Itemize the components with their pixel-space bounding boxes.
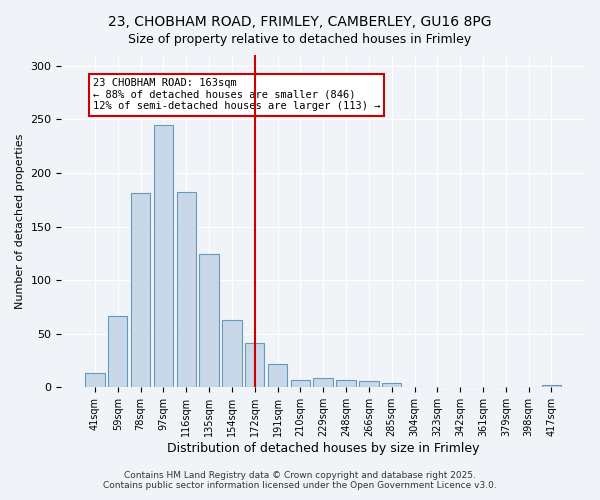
Bar [108, 316, 127, 388]
Bar [154, 124, 173, 388]
Bar [382, 383, 401, 388]
Text: 23, CHOBHAM ROAD, FRIMLEY, CAMBERLEY, GU16 8PG: 23, CHOBHAM ROAD, FRIMLEY, CAMBERLEY, GU… [108, 15, 492, 29]
Bar [268, 364, 287, 388]
Bar [337, 380, 356, 388]
Bar [222, 320, 242, 388]
Bar [542, 385, 561, 388]
Bar [85, 374, 104, 388]
Bar [131, 194, 150, 388]
Bar [245, 344, 265, 388]
Text: Contains HM Land Registry data © Crown copyright and database right 2025.
Contai: Contains HM Land Registry data © Crown c… [103, 470, 497, 490]
Bar [199, 254, 219, 388]
Bar [313, 378, 333, 388]
X-axis label: Distribution of detached houses by size in Frimley: Distribution of detached houses by size … [167, 442, 479, 455]
Bar [359, 381, 379, 388]
Text: Size of property relative to detached houses in Frimley: Size of property relative to detached ho… [128, 32, 472, 46]
Text: 23 CHOBHAM ROAD: 163sqm
← 88% of detached houses are smaller (846)
12% of semi-d: 23 CHOBHAM ROAD: 163sqm ← 88% of detache… [93, 78, 380, 112]
Bar [176, 192, 196, 388]
Y-axis label: Number of detached properties: Number of detached properties [15, 134, 25, 309]
Bar [290, 380, 310, 388]
